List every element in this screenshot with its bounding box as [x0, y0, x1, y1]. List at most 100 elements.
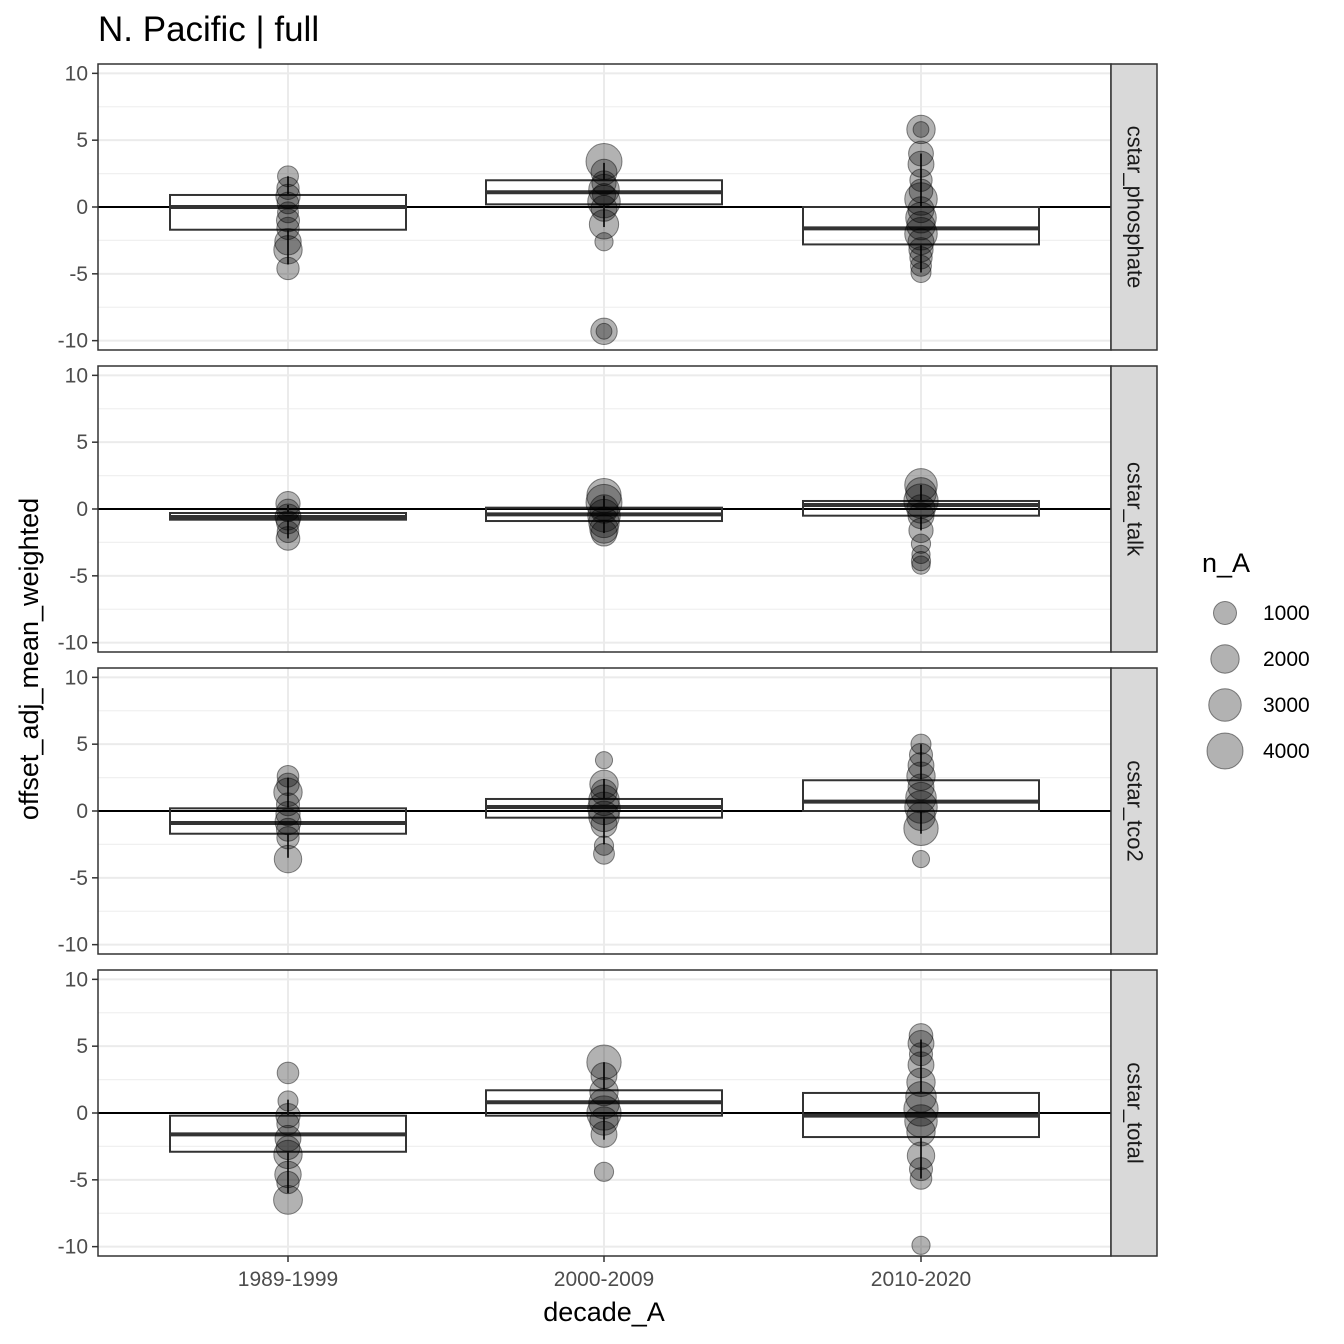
data-point	[911, 850, 931, 869]
data-point	[273, 1139, 303, 1170]
data-point	[590, 158, 618, 186]
data-point	[903, 810, 939, 847]
data-point	[904, 216, 938, 251]
legend-key	[1202, 636, 1248, 682]
data-point	[273, 1184, 303, 1215]
box-2010-2020	[802, 1039, 1040, 1179]
data-point	[276, 510, 300, 535]
data-point	[593, 1161, 615, 1182]
data-point	[906, 211, 936, 241]
data-point	[907, 502, 935, 530]
data-point	[277, 201, 299, 224]
data-point	[908, 1023, 934, 1048]
facet-panel-cstar_total: -10 -5 0 5 10 cstar_total	[58, 968, 1158, 1259]
data-point	[276, 208, 300, 233]
data-point	[909, 168, 933, 192]
data-point	[594, 232, 614, 252]
data-point	[590, 1062, 618, 1090]
data-point	[906, 801, 936, 832]
y-tick-label: -5	[69, 263, 88, 286]
data-point	[589, 769, 619, 799]
data-point	[911, 1235, 931, 1255]
legend-label: 2000	[1263, 648, 1310, 671]
facet-panel-cstar_talk: -10 -5 0 5 10 cstar_talk	[58, 364, 1158, 655]
y-tick-label: 5	[76, 129, 88, 152]
data-point	[276, 191, 300, 215]
data-point	[276, 520, 300, 544]
data-point	[908, 140, 934, 167]
y-tick-label: -10	[58, 934, 88, 957]
data-point	[911, 544, 931, 565]
y-tick-label: 5	[76, 431, 88, 454]
data-point	[908, 178, 934, 204]
box-body	[169, 807, 407, 835]
y-tick-label: -5	[69, 565, 88, 588]
y-tick-label: 5	[76, 733, 88, 756]
data-point	[275, 491, 301, 517]
legend-title: n_A	[1202, 548, 1250, 578]
data-point	[590, 317, 618, 346]
data-point	[274, 228, 302, 256]
data-point	[905, 477, 937, 509]
data-point	[592, 182, 616, 207]
x-axis-title: decade_A	[543, 1297, 665, 1327]
legend-key	[1202, 590, 1248, 636]
data-point	[909, 246, 933, 270]
data-point	[907, 1051, 935, 1079]
box-2010-2020	[802, 484, 1040, 531]
data-point	[276, 764, 300, 788]
data-point	[594, 751, 614, 770]
size-legend: n_A 1000 2000 3000 4000	[1202, 548, 1310, 774]
data-point	[587, 791, 621, 826]
data-point	[906, 1141, 936, 1170]
box-1989-1999	[169, 777, 407, 858]
data-point	[274, 503, 302, 531]
data-point	[585, 143, 623, 181]
data-point	[588, 209, 620, 240]
box-body	[802, 779, 1040, 812]
data-point	[906, 761, 936, 791]
legend-size-symbol	[1210, 644, 1240, 674]
facet-panel-cstar_phosphate: -10 -5 0 5 10 cstar_phosphate	[58, 62, 1158, 353]
box-2010-2020	[802, 153, 1040, 273]
box-2000-2009	[485, 495, 723, 534]
data-point	[587, 498, 621, 533]
data-point	[586, 1095, 622, 1131]
data-point	[909, 1167, 933, 1190]
data-point	[276, 1170, 300, 1195]
data-point	[906, 114, 936, 145]
y-tick-label: 0	[76, 498, 88, 521]
data-point	[906, 1067, 936, 1097]
data-point	[590, 1120, 618, 1148]
data-point	[275, 1103, 301, 1129]
facet-strip-label: cstar_talk	[1123, 462, 1148, 557]
legend-key	[1202, 682, 1248, 728]
data-point	[590, 810, 618, 838]
data-point	[905, 781, 937, 814]
data-point	[276, 176, 300, 200]
y-tick-label: -5	[69, 867, 88, 890]
data-point	[273, 235, 303, 265]
legend-size-symbol	[1206, 732, 1244, 770]
data-point	[595, 322, 613, 340]
data-point	[275, 1135, 301, 1161]
data-point	[590, 519, 618, 547]
chart-title: N. Pacific | full	[98, 10, 319, 49]
y-tick-label: 0	[76, 196, 88, 219]
facet-strip	[1110, 969, 1158, 1257]
data-point	[585, 483, 623, 521]
y-tick-label: 10	[65, 364, 88, 387]
y-axis-title: offset_adj_mean_weighted	[14, 498, 44, 820]
data-point	[907, 150, 935, 178]
data-point	[276, 216, 300, 241]
data-point	[276, 1112, 300, 1136]
data-point	[275, 526, 301, 551]
data-point	[911, 555, 931, 575]
facet-strip-label: cstar_tco2	[1123, 760, 1148, 862]
data-point	[586, 1044, 622, 1080]
data-point	[589, 1106, 619, 1136]
legend-size-symbol	[1208, 688, 1242, 722]
box-body	[802, 206, 1040, 246]
data-point	[276, 792, 300, 817]
data-point	[903, 1091, 939, 1127]
